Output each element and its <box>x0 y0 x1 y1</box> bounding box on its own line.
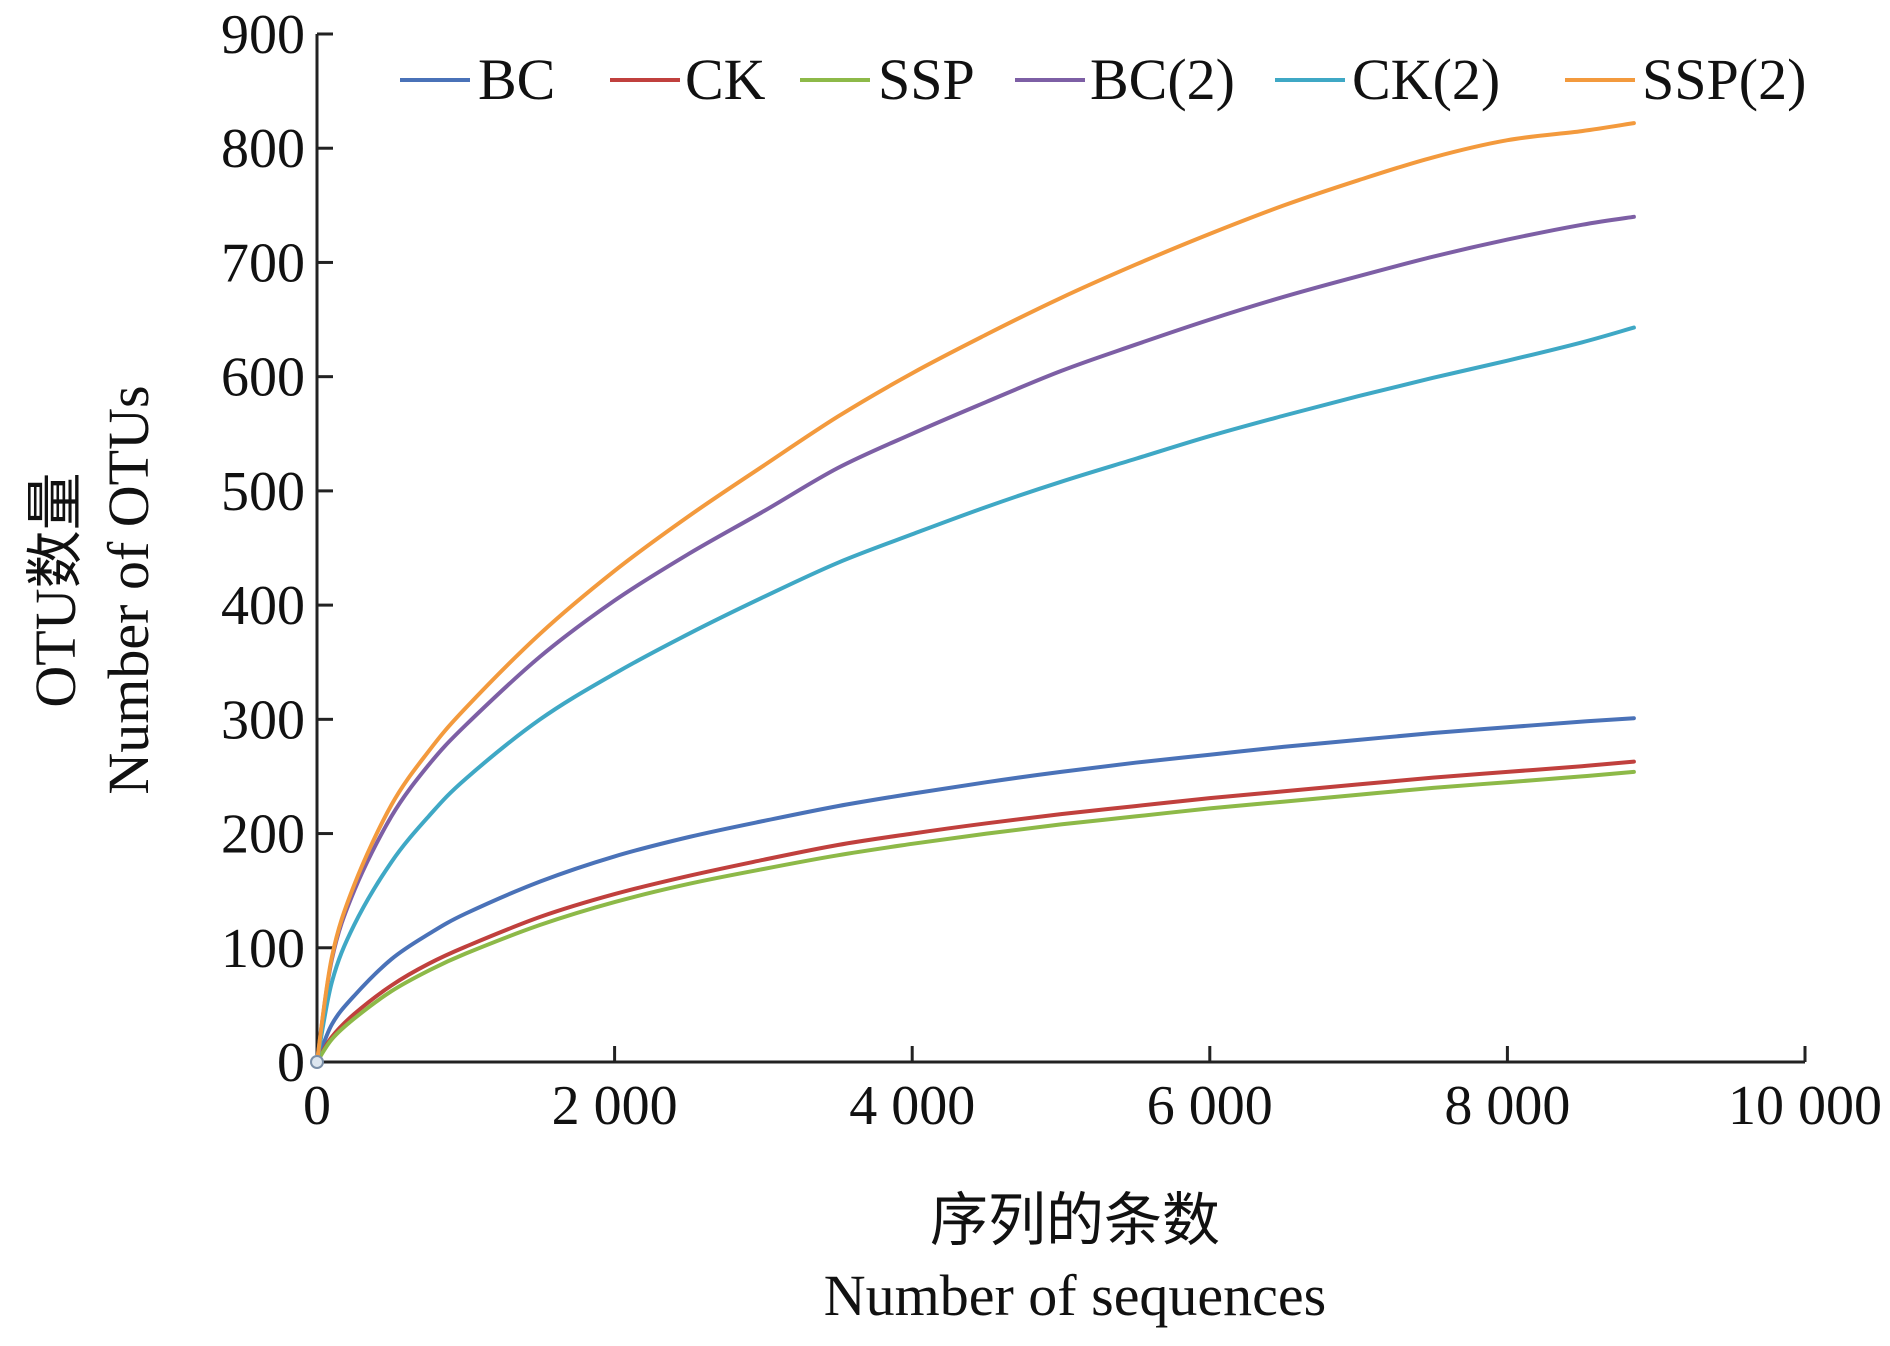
y-tick-label: 800 <box>221 118 305 180</box>
series-line-bc <box>315 716 1636 1064</box>
legend-label-ssp2: SSP(2) <box>1642 47 1806 112</box>
origin-marker <box>310 1055 324 1069</box>
x-axis-title-zh: 序列的条数 <box>930 1188 1220 1253</box>
legend-label-bc: BC <box>478 47 555 112</box>
y-tick-label: 400 <box>221 575 305 637</box>
y-tick-label: 100 <box>221 918 305 980</box>
x-ticks: 0 2 000 4 000 6 000 8 000 10 000 <box>303 1046 1882 1137</box>
axes <box>315 34 1805 1064</box>
series-line-ssp <box>315 769 1636 1064</box>
y-tick-label: 900 <box>221 4 305 66</box>
series-line-ck <box>315 759 1636 1064</box>
legend-label-ck: CK <box>685 47 766 112</box>
legend: BC CK SSP BC(2) CK(2) SSP(2) <box>400 47 1806 112</box>
y-tick-label: 0 <box>277 1032 305 1094</box>
x-tick-label: 8 000 <box>1444 1075 1570 1137</box>
x-axis-title: Number of sequences <box>824 1263 1327 1328</box>
series-lines <box>315 121 1636 1064</box>
legend-label-bc2: BC(2) <box>1090 47 1235 112</box>
y-tick-label: 500 <box>221 461 305 523</box>
y-tick-label: 300 <box>221 689 305 751</box>
series-line-ck2 <box>315 325 1636 1064</box>
series-line-bc2 <box>315 214 1636 1064</box>
y-tick-label: 700 <box>221 232 305 294</box>
x-tick-label: 4 000 <box>849 1075 975 1137</box>
y-axis-title-zh: OTU数量 <box>23 472 88 707</box>
x-tick-label: 10 000 <box>1728 1075 1882 1137</box>
x-tick-label: 0 <box>303 1075 331 1137</box>
legend-label-ck2: CK(2) <box>1352 47 1500 112</box>
y-tick-label: 600 <box>221 347 305 409</box>
series-line-ssp2 <box>315 121 1636 1064</box>
legend-label-ssp: SSP <box>878 47 975 112</box>
y-axis-title: Number of OTUs <box>96 385 161 794</box>
x-tick-label: 6 000 <box>1147 1075 1273 1137</box>
y-tick-label: 200 <box>221 804 305 866</box>
y-ticks: 0 100 200 300 400 500 600 700 800 900 <box>221 4 333 1094</box>
x-tick-label: 2 000 <box>552 1075 678 1137</box>
